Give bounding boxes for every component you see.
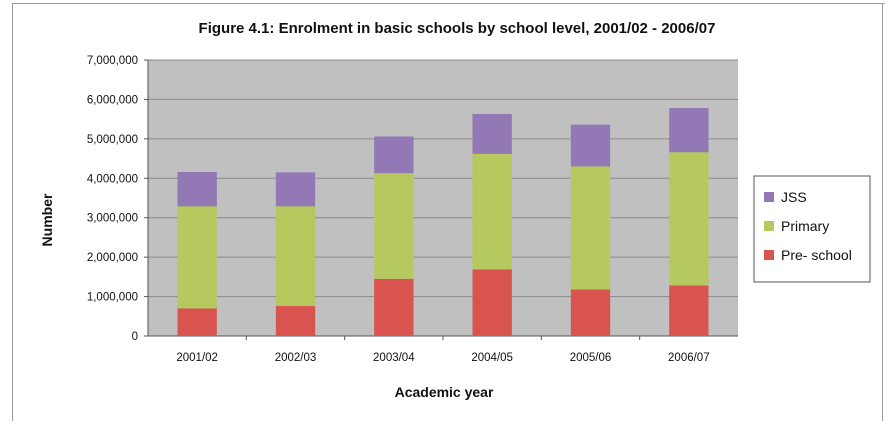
y-tick-label: 5,000,000 (87, 134, 138, 146)
bar-segment-jss (275, 172, 316, 207)
bar-segment-jss (669, 108, 709, 153)
bar-segment-primary (374, 173, 414, 279)
bar-segment-jss (472, 114, 512, 154)
bar-segment-primary (275, 206, 316, 307)
y-tick-label: 0 (132, 331, 138, 343)
bar-segment-pre-school (669, 285, 709, 336)
bar-segment-primary (570, 166, 611, 290)
legend-label: Pre- school (781, 247, 852, 263)
x-tick-label: 2004/05 (471, 352, 513, 364)
legend-label: JSS (781, 189, 807, 205)
x-tick-label: 2002/03 (275, 352, 317, 364)
y-tick-label: 2,000,000 (87, 252, 138, 264)
chart-title: Figure 4.1: Enrolment in basic schools b… (199, 20, 716, 37)
x-tick-label: 2005/06 (570, 352, 612, 364)
bar-segment-jss (570, 124, 611, 167)
bar-segment-pre-school (374, 278, 414, 336)
frame-border-top (12, 3, 885, 4)
legend-swatch (764, 250, 774, 260)
y-tick-label: 7,000,000 (87, 55, 138, 67)
x-tick-label: 2006/07 (668, 352, 710, 364)
bar-segment-jss (177, 171, 217, 207)
bar-segment-primary (472, 153, 512, 270)
plot-background (148, 60, 738, 336)
y-tick-label: 6,000,000 (87, 94, 138, 106)
legend: JSS Primary Pre- school (753, 175, 871, 283)
x-axis-title: Academic year (395, 384, 494, 400)
bar-segment-primary (177, 206, 217, 309)
legend-swatch (764, 192, 774, 202)
bar-segment-pre-school (570, 289, 611, 336)
y-tick-label: 3,000,000 (87, 213, 138, 225)
bar-segment-primary (669, 152, 709, 286)
bar-segment-pre-school (177, 308, 217, 336)
frame-border-right (882, 3, 883, 421)
bar-segment-pre-school (472, 269, 512, 336)
legend-swatch (764, 221, 774, 231)
y-tick-label: 1,000,000 (87, 292, 138, 304)
x-tick-label: 2001/02 (176, 352, 218, 364)
legend-label: Primary (781, 218, 829, 234)
plot-area: 0 1,000,000 2,000,000 3,000,000 4,000,000 5,0… (87, 55, 738, 364)
y-tick-label: 4,000,000 (87, 173, 138, 185)
bar-segment-jss (374, 136, 414, 174)
bar-segment-pre-school (275, 306, 316, 336)
y-axis-title: Number (39, 193, 55, 246)
x-tick-label: 2003/04 (373, 352, 415, 364)
frame-border-left (12, 3, 13, 421)
